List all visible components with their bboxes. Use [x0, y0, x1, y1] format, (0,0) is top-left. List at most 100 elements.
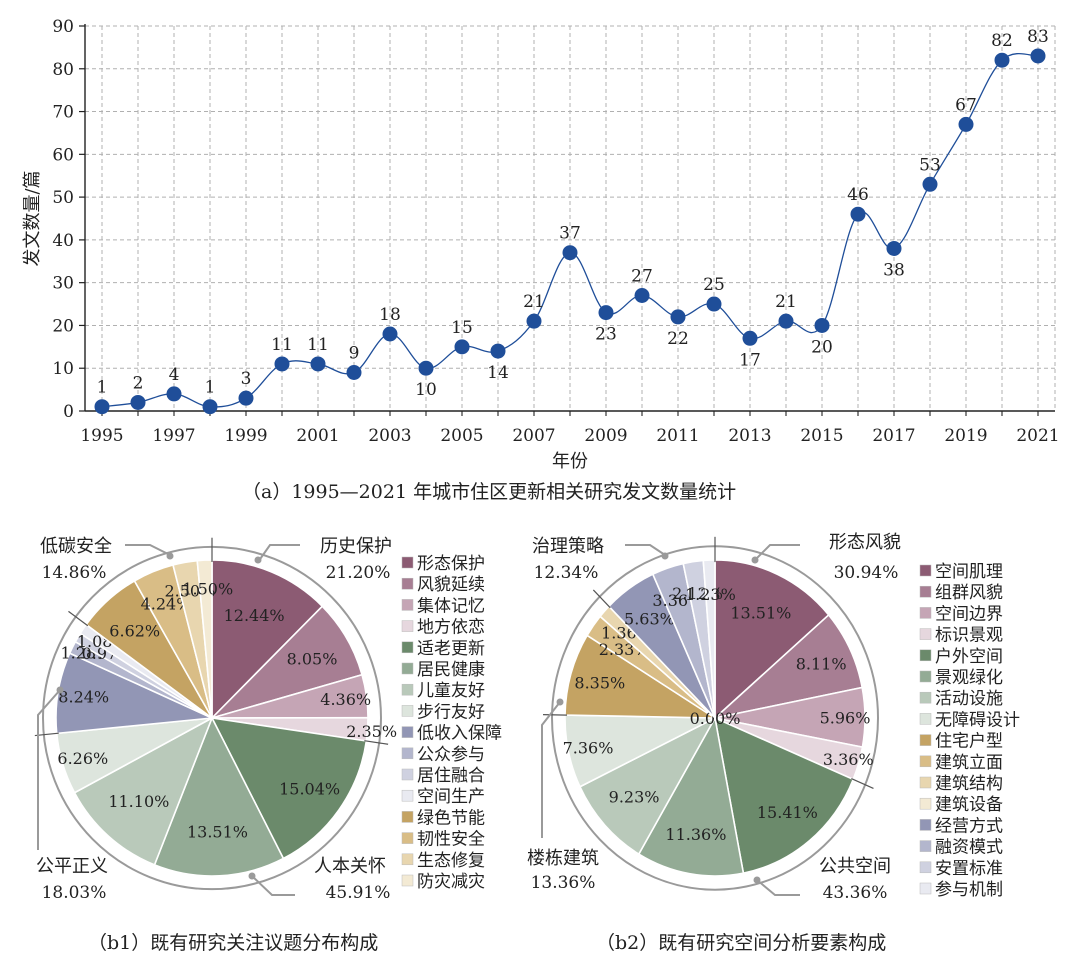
data-label: 23: [595, 325, 617, 345]
x-tick-label: 2007: [512, 426, 555, 446]
caption-b1: （b1）既有研究关注议题分布构成: [88, 932, 379, 954]
legend-swatch: [919, 585, 932, 598]
group-divider: [68, 610, 89, 627]
x-tick-label: 2001: [296, 426, 339, 446]
group-label: 治理策略: [532, 536, 604, 557]
legend-swatch: [919, 840, 932, 852]
data-point: [814, 317, 830, 333]
legend-swatch: [919, 861, 932, 874]
slice-label: 0.00%: [690, 709, 741, 728]
legend-label: 标识景观: [935, 626, 1003, 646]
callout-line: [257, 544, 300, 563]
legend-swatch: [401, 811, 414, 823]
x-tick-label: 1995: [80, 426, 123, 446]
data-point: [490, 343, 506, 359]
legend-label: 空间肌理: [935, 562, 1003, 582]
data-label: 37: [559, 224, 581, 244]
group-label: 低碳安全: [40, 536, 112, 557]
data-point: [778, 313, 794, 329]
x-tick-label: 2013: [728, 426, 771, 446]
group-divider: [851, 778, 874, 789]
data-label: 38: [883, 260, 905, 280]
data-label: 82: [991, 31, 1013, 51]
group-percent: 13.36%: [531, 873, 596, 893]
data-point: [922, 176, 938, 192]
data-point: [166, 386, 182, 402]
legend-swatch: [919, 628, 932, 640]
group-percent: 18.03%: [42, 883, 107, 903]
data-point: [94, 399, 110, 415]
data-label: 9: [349, 344, 360, 364]
legend-swatch: [401, 577, 414, 590]
data-point: [706, 296, 722, 312]
caption-a: （a）1995—2021 年城市住区更新相关研究发文数量统计: [242, 481, 737, 503]
line-chart: 0 10 20 30 40 50 60 70 80 90 1995 1997 1999 2001 2003 2…: [22, 17, 1060, 472]
callout-dot: [753, 876, 761, 884]
legend-label: 安置标准: [935, 859, 1003, 879]
group-label: 历史保护: [320, 536, 392, 557]
callout-dot: [556, 698, 564, 706]
pie-slice: [713, 716, 855, 875]
legend-label: 户外空间: [935, 647, 1003, 667]
group-percent: 45.91%: [326, 883, 391, 903]
callout-line: [251, 875, 295, 896]
legend-swatch: [401, 768, 414, 781]
slice-label: 6.26%: [57, 749, 108, 768]
legend-label: 空间边界: [935, 604, 1003, 624]
data-point: [310, 356, 326, 372]
x-tick-label: 2019: [944, 426, 987, 446]
data-label: 25: [703, 275, 725, 295]
data-label: 3: [241, 369, 252, 389]
data-point: [418, 360, 434, 376]
legend-label: 建筑立面: [935, 753, 1003, 773]
slice-label: 5.63%: [624, 609, 675, 628]
x-axis-label: 年份: [552, 451, 588, 472]
data-point: [454, 339, 470, 355]
legend-swatch: [919, 607, 932, 619]
data-label: 18: [379, 305, 401, 325]
callout-dot: [661, 552, 669, 560]
group-percent: 43.36%: [823, 883, 888, 903]
legend-label: 无障碍设计: [935, 710, 1020, 730]
pie-slice: [210, 716, 368, 860]
legend-label: 建筑结构: [935, 774, 1003, 794]
legend-swatch: [401, 747, 414, 760]
group-label: 人本关怀: [314, 856, 386, 877]
legend-label: 经营方式: [935, 816, 1003, 836]
legend-swatch: [919, 670, 932, 683]
legend-swatch: [401, 620, 414, 632]
data-point: [562, 245, 578, 261]
callout-line: [754, 544, 800, 561]
data-label: 4: [169, 365, 180, 385]
legend-label: 绿色节能: [417, 808, 485, 828]
data-label: 11: [271, 335, 293, 355]
x-tick-label: 1999: [224, 426, 267, 446]
data-point: [274, 356, 290, 372]
pie-slice: [578, 716, 717, 856]
y-tick-label: 60: [52, 145, 74, 165]
y-tick-label: 70: [52, 103, 74, 123]
x-tick-label: 1997: [152, 426, 195, 446]
data-label: 17: [739, 350, 761, 370]
pie-slice: [153, 716, 285, 877]
data-point: [202, 399, 218, 415]
data-point: [994, 52, 1010, 68]
callout-line: [37, 689, 61, 850]
legend-label: 建筑设备: [935, 795, 1003, 815]
data-point: [1030, 48, 1046, 64]
group-label: 楼栋建筑: [527, 848, 599, 869]
slice-label: 7.36%: [563, 738, 614, 757]
slice-label: 5.96%: [820, 708, 871, 727]
group-label: 形态风貌: [829, 532, 901, 553]
legend-label: 形态保护: [417, 554, 485, 574]
slice-label: 2.35%: [346, 722, 397, 741]
pie-slice: [714, 559, 830, 720]
legend-swatch: [919, 691, 932, 704]
data-point: [238, 390, 254, 406]
slice-label: 15.41%: [757, 803, 818, 822]
slice-label: 4.24%: [141, 595, 192, 614]
callout-dot: [166, 552, 174, 560]
legend-label: 融资模式: [935, 838, 1003, 858]
legend-label: 参与机制: [935, 880, 1003, 900]
